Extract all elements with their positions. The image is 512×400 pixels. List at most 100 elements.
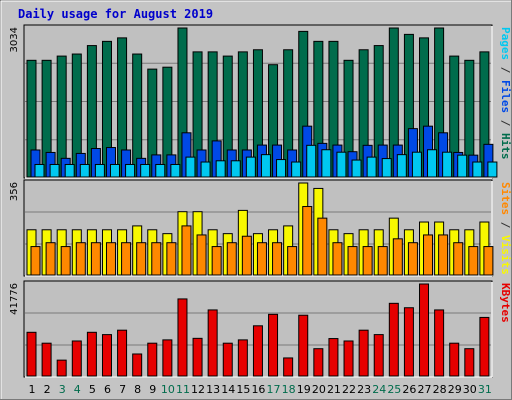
chart-panels: 3034 Pages / Files / Hits 356 Sites / Visit… bbox=[9, 24, 512, 378]
bar-sites-9 bbox=[151, 242, 162, 276]
bar-sites-8 bbox=[136, 242, 147, 276]
bar-kbytes-7 bbox=[117, 329, 128, 377]
legend-visits-sites: Sites / Visits bbox=[499, 182, 512, 275]
bar-pages-10 bbox=[170, 163, 181, 178]
bar-kbytes-14 bbox=[222, 342, 233, 377]
x-tick-18: 18 bbox=[282, 383, 296, 396]
bar-pages-22 bbox=[351, 159, 362, 178]
panel-kbytes: 41776 KBytes bbox=[9, 280, 512, 378]
bar-kbytes-16 bbox=[252, 325, 263, 377]
bar-pages-23 bbox=[366, 156, 377, 178]
bar-sites-24 bbox=[377, 246, 388, 276]
bar-sites-29 bbox=[453, 242, 464, 276]
bar-sites-1 bbox=[30, 246, 41, 276]
bar-pages-28 bbox=[442, 151, 453, 178]
x-tick-19: 19 bbox=[297, 383, 311, 396]
x-tick-7: 7 bbox=[119, 383, 126, 396]
bar-pages-7 bbox=[125, 163, 136, 178]
bar-pages-16 bbox=[260, 154, 271, 178]
legend-entry: Hits bbox=[499, 133, 512, 160]
bar-sites-19 bbox=[302, 206, 313, 276]
bar-sites-30 bbox=[468, 246, 479, 276]
chart-title: Daily usage for August 2019 bbox=[18, 7, 213, 21]
bar-sites-25 bbox=[392, 238, 403, 276]
x-tick-14: 14 bbox=[221, 383, 235, 396]
bar-sites-17 bbox=[272, 242, 283, 276]
x-tick-20: 20 bbox=[312, 383, 326, 396]
bar-sites-26 bbox=[407, 242, 418, 276]
legend-entry: Files bbox=[499, 80, 512, 113]
bar-pages-18 bbox=[291, 161, 302, 178]
bar-pages-6 bbox=[109, 163, 120, 178]
bar-sites-16 bbox=[256, 242, 267, 276]
bar-kbytes-3 bbox=[56, 359, 67, 377]
bar-sites-6 bbox=[105, 242, 116, 276]
x-tick-6: 6 bbox=[104, 383, 111, 396]
bar-pages-2 bbox=[49, 163, 60, 178]
bar-pages-26 bbox=[411, 151, 422, 178]
x-tick-31: 31 bbox=[478, 383, 492, 396]
bar-sites-18 bbox=[287, 246, 298, 276]
bar-kbytes-12 bbox=[192, 337, 203, 377]
bar-sites-31 bbox=[483, 246, 494, 276]
bar-kbytes-8 bbox=[132, 353, 143, 377]
bar-kbytes-11 bbox=[177, 298, 188, 377]
bar-kbytes-24 bbox=[373, 334, 384, 377]
bar-kbytes-10 bbox=[162, 339, 173, 377]
ymax-label-kbytes: 41776 bbox=[9, 283, 20, 315]
bar-pages-11 bbox=[185, 156, 196, 178]
legend-entry: Sites bbox=[499, 182, 512, 215]
bar-pages-21 bbox=[336, 151, 347, 178]
bar-pages-1 bbox=[34, 163, 45, 178]
bar-kbytes-19 bbox=[298, 314, 309, 377]
bar-pages-9 bbox=[155, 163, 166, 178]
bar-pages-20 bbox=[321, 149, 332, 178]
bar-pages-5 bbox=[94, 163, 105, 178]
ymax-label-hits-files-pages: 3034 bbox=[9, 27, 20, 52]
bar-sites-21 bbox=[332, 242, 343, 276]
bar-kbytes-2 bbox=[41, 342, 52, 377]
bar-sites-5 bbox=[90, 242, 101, 276]
bar-sites-15 bbox=[241, 235, 252, 276]
bar-kbytes-23 bbox=[358, 329, 369, 377]
bar-kbytes-9 bbox=[147, 342, 158, 377]
ymax-label-visits-sites: 356 bbox=[9, 182, 20, 201]
bar-sites-4 bbox=[75, 242, 86, 276]
x-tick-2: 2 bbox=[44, 383, 51, 396]
bar-pages-27 bbox=[427, 149, 438, 178]
x-tick-27: 27 bbox=[418, 383, 432, 396]
bar-sites-11 bbox=[181, 225, 192, 276]
legend-entry: Visits bbox=[499, 235, 512, 275]
bar-kbytes-20 bbox=[313, 348, 324, 377]
bar-kbytes-28 bbox=[434, 309, 445, 377]
x-tick-17: 17 bbox=[267, 383, 281, 396]
bar-sites-10 bbox=[166, 242, 177, 276]
bar-pages-25 bbox=[396, 154, 407, 178]
x-tick-29: 29 bbox=[448, 383, 462, 396]
bar-kbytes-22 bbox=[343, 340, 354, 377]
bar-pages-4 bbox=[79, 163, 90, 178]
bar-kbytes-26 bbox=[403, 307, 414, 377]
bar-pages-29 bbox=[457, 154, 468, 178]
bar-kbytes-25 bbox=[388, 302, 399, 377]
x-tick-9: 9 bbox=[149, 383, 156, 396]
bar-sites-28 bbox=[438, 234, 449, 276]
bar-sites-23 bbox=[362, 246, 373, 276]
x-tick-1: 1 bbox=[29, 383, 36, 396]
bar-pages-14 bbox=[230, 160, 241, 178]
bar-kbytes-31 bbox=[479, 316, 490, 377]
x-tick-10: 10 bbox=[161, 383, 175, 396]
legend-entry: / bbox=[499, 113, 512, 133]
x-tick-30: 30 bbox=[463, 383, 477, 396]
bar-pages-31 bbox=[487, 161, 498, 178]
legend-hits-files-pages: Pages / Files / Hits bbox=[499, 27, 512, 160]
bar-kbytes-6 bbox=[101, 334, 112, 377]
panel-visits-sites: 356 Sites / Visits bbox=[9, 179, 512, 277]
x-tick-5: 5 bbox=[89, 383, 96, 396]
x-tick-16: 16 bbox=[251, 383, 265, 396]
bar-pages-17 bbox=[276, 159, 287, 178]
bar-pages-24 bbox=[381, 158, 392, 178]
bar-sites-12 bbox=[196, 234, 207, 276]
x-tick-23: 23 bbox=[357, 383, 371, 396]
